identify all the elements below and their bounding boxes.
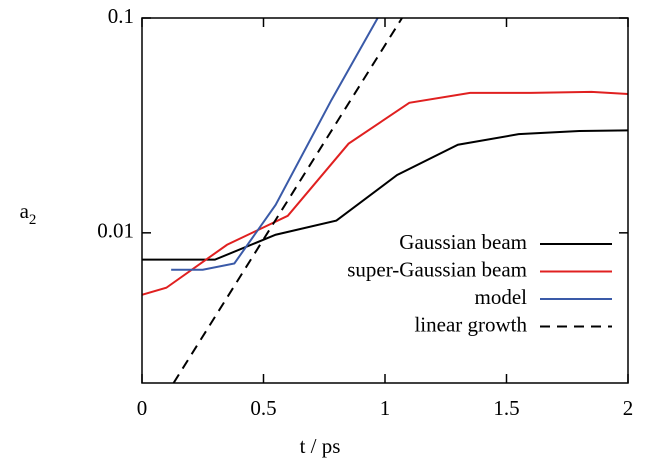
legend-label: linear growth: [414, 312, 527, 336]
y-axis-label: a2: [20, 199, 37, 229]
legend-label: model: [475, 285, 528, 309]
x-tick-label: 1: [380, 396, 391, 420]
series-line: [172, 18, 403, 383]
y-axis-label-subscript: 2: [29, 212, 37, 228]
series-line: [171, 18, 379, 271]
legend-label: super-Gaussian beam: [347, 257, 527, 281]
x-tick-label: 2: [623, 396, 634, 420]
plot-frame: [141, 17, 629, 384]
x-tick-label: 0: [137, 396, 148, 420]
y-tick-label: 0.01: [97, 219, 134, 243]
y-tick-label: 0.1: [108, 4, 134, 28]
y-axis-label-main: a: [20, 199, 30, 223]
series-line: [142, 90, 628, 296]
legend-label: Gaussian beam: [399, 230, 527, 254]
series-line: [142, 129, 628, 261]
x-tick-label: 1.5: [493, 396, 519, 420]
x-tick-label: 0.5: [250, 396, 276, 420]
x-axis-label: t / ps: [300, 434, 341, 458]
